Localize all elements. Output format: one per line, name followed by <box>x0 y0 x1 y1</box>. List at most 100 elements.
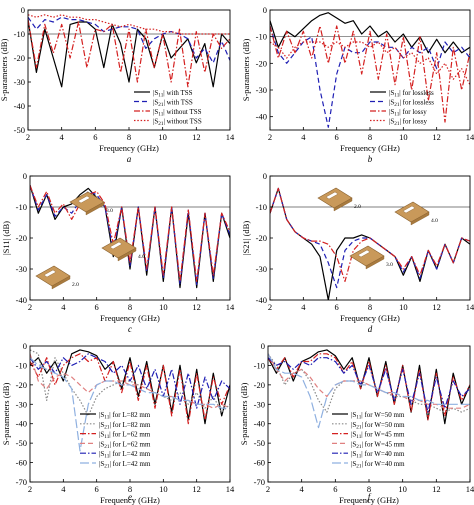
y-tick-label: 0 <box>21 5 25 15</box>
panel-caption: f <box>368 492 372 502</box>
y-axis-label: S-parameters (dB) <box>241 39 251 102</box>
x-tick-label: 14 <box>226 484 235 494</box>
series-line-4 <box>28 14 230 35</box>
y-tick-label: -40 <box>14 101 25 111</box>
x-tick-label: 14 <box>226 302 235 312</box>
x-tick-label: 4 <box>61 484 66 494</box>
x-axis-label: Frequency (GHz) <box>100 495 160 505</box>
series-line-1 <box>30 349 230 425</box>
x-tick-label: 6 <box>93 132 97 142</box>
x-tick-label: 14 <box>226 132 235 142</box>
inset-plate <box>317 187 353 209</box>
x-tick-label: 4 <box>60 132 65 142</box>
x-tick-label: 12 <box>432 302 441 312</box>
x-tick-label: 2 <box>268 132 272 142</box>
inset-scale-label: 4.0 <box>138 254 145 260</box>
legend-label-2: |S21| for W=50 mm <box>351 421 405 431</box>
y-tick-label: -50 <box>254 438 265 448</box>
x-tick-label: 8 <box>128 302 132 312</box>
x-tick-label: 12 <box>192 484 201 494</box>
x-tick-label: 10 <box>399 302 408 312</box>
y-tick-label: 0 <box>263 171 267 181</box>
inset-edge <box>365 255 385 270</box>
y-tick-label: -50 <box>16 438 27 448</box>
inset-edge <box>51 275 71 290</box>
series-group <box>270 187 470 300</box>
series-line-4 <box>270 41 470 85</box>
x-tick-label: 6 <box>335 132 339 142</box>
chart-panel-f: 2 4 6 8 10 12 14 0 -10 -20 -30 -40 -50 -60 -70 Frequenc… <box>239 341 474 505</box>
y-tick-label: -20 <box>16 380 27 390</box>
x-axis-label: Frequency (GHz) <box>99 143 159 153</box>
legend-label-2: |S21| with TSS <box>153 99 193 109</box>
y-tick-label: 0 <box>261 341 265 351</box>
legend-label-1: |S11| for W=50 mm <box>351 411 405 421</box>
x-tick-label: 2 <box>266 484 270 494</box>
legend-label-2: |S21| for L=82 mm <box>99 421 151 431</box>
inset-scale-label: 4.0 <box>431 218 438 224</box>
chart-panel-e: 2 4 6 8 10 12 14 0 -10 -20 -30 -40 -50 -60 -70 Frequenc… <box>1 341 235 505</box>
y-tick-label: -70 <box>16 477 27 487</box>
legend-label-1: |S11| with TSS <box>153 89 193 99</box>
y-axis-label: S-parameters (dB) <box>239 383 249 446</box>
x-tick-label: 4 <box>61 302 66 312</box>
x-tick-label: 14 <box>466 484 474 494</box>
y-axis-label: S-parameters (dB) <box>0 39 9 102</box>
y-tick-label: -40 <box>16 419 27 429</box>
y-tick-label: -10 <box>254 360 265 370</box>
inset-structure-2: 4.0 <box>394 201 438 226</box>
series-line-1 <box>30 185 230 289</box>
x-tick-label: 4 <box>301 302 306 312</box>
legend-label-2: |S21| for lossless <box>389 99 434 109</box>
chart-panel-b: 2 4 6 8 10 12 14 0 -10 -20 -30 -40 Frequency (GHz) S-… <box>241 5 474 164</box>
legend-label-4: |S21| without TSS <box>153 118 202 128</box>
legend-label-3: |S11| for W=45 mm <box>351 431 405 441</box>
y-tick-label: -60 <box>254 458 265 468</box>
legend-label-3: |S11| for lossy <box>389 108 427 118</box>
y-tick-label: -30 <box>16 399 27 409</box>
x-axis-label: Frequency (GHz) <box>100 313 160 323</box>
y-tick-label: -10 <box>16 202 27 212</box>
y-tick-label: -60 <box>16 458 27 468</box>
series-line-2 <box>28 16 230 64</box>
chart-panel-d: 2 4 6 8 10 12 14 0 -10 -20 -30 -40 Frequency (GHz) |S… <box>241 171 474 334</box>
x-tick-label: 14 <box>466 132 474 142</box>
legend-label-5: |S11| for L=42 mm <box>99 450 151 460</box>
x-tick-label: 8 <box>367 484 371 494</box>
inset-edge <box>117 247 137 262</box>
legend: |S11| for L=82 mm|S21| for L=82 mm|S11| … <box>80 411 151 470</box>
y-tick-label: 0 <box>23 341 27 351</box>
y-tick-label: -20 <box>256 58 267 68</box>
inset-structure-3: 3.0 <box>349 245 393 270</box>
inset-slot <box>325 191 339 200</box>
panel-caption: b <box>368 154 373 164</box>
legend: |S11| for lossless|S21| for lossless|S11… <box>370 89 434 127</box>
y-tick-label: -10 <box>16 360 27 370</box>
y-axis-label: S-parameters (dB) <box>1 383 11 446</box>
x-tick-label: 2 <box>26 132 30 142</box>
panel-caption: e <box>128 492 132 502</box>
series-line-3 <box>270 187 470 282</box>
inset-scale-label: 3.0 <box>386 262 393 268</box>
series-line-3 <box>30 185 230 282</box>
legend: |S11| with TSS|S21| with TSS|S11| withou… <box>134 89 202 127</box>
panel-caption: a <box>127 154 132 164</box>
x-axis-label: Frequency (GHz) <box>340 313 400 323</box>
series-line-1 <box>270 12 470 54</box>
y-tick-label: -30 <box>256 264 267 274</box>
y-tick-label: -50 <box>14 125 25 135</box>
legend-label-1: |S11| for lossless <box>389 89 434 99</box>
x-tick-label: 12 <box>432 484 441 494</box>
legend-label-4: |S21| for W=45 mm <box>351 440 405 450</box>
y-tick-label: 0 <box>263 5 267 15</box>
series-line-3 <box>28 19 230 88</box>
legend-label-6: |S21| for L=42 mm <box>99 460 151 470</box>
legend-label-4: |S21| for lossy <box>389 118 427 128</box>
series-group <box>30 185 230 289</box>
legend-label-6: |S21| for W=40 mm <box>351 460 405 470</box>
legend-label-3: |S11| without TSS <box>153 108 202 118</box>
x-tick-label: 8 <box>128 484 132 494</box>
x-tick-label: 2 <box>268 302 272 312</box>
x-tick-label: 14 <box>466 302 474 312</box>
